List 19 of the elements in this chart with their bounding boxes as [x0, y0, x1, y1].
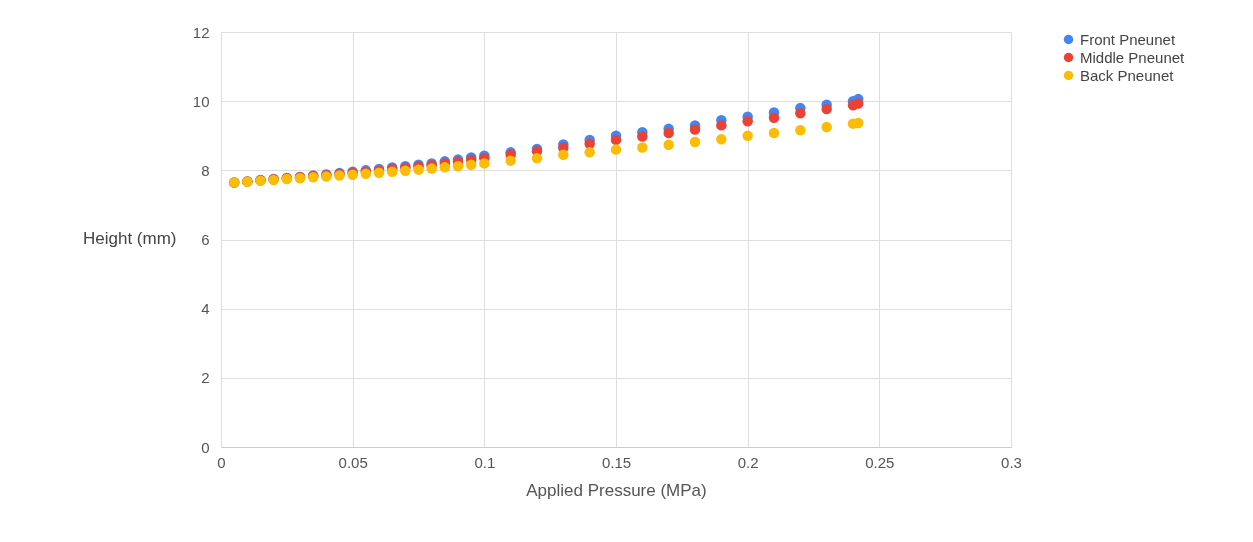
x-tick-label: 0: [217, 453, 226, 471]
y-tick-label: 12: [192, 23, 210, 41]
legend-label: Front Pneunet: [1080, 30, 1176, 48]
legend-label: Back Pneunet: [1080, 66, 1175, 84]
x-tick-label: 0.2: [737, 453, 759, 471]
y-axis-title: Height (mm): [82, 228, 177, 248]
y-tick-label: 8: [201, 161, 210, 179]
y-tick-label: 6: [201, 231, 210, 248]
x-axis-title: Applied Pressure (MPa): [526, 480, 707, 500]
y-tick-label: 4: [201, 300, 210, 318]
y-tick-label: 2: [201, 369, 210, 387]
x-tick-label: 0.1: [474, 453, 496, 471]
y-tick-label: 0: [201, 438, 210, 456]
x-tick-label: 0.05: [338, 453, 368, 471]
x-tick-label: 0.15: [601, 453, 632, 471]
y-tick-label: 10: [192, 92, 210, 110]
x-tick-label: 0.25: [865, 453, 895, 471]
x-tick-label: 0.3: [1001, 453, 1022, 471]
legend-label: Middle Pneunet: [1080, 48, 1186, 66]
